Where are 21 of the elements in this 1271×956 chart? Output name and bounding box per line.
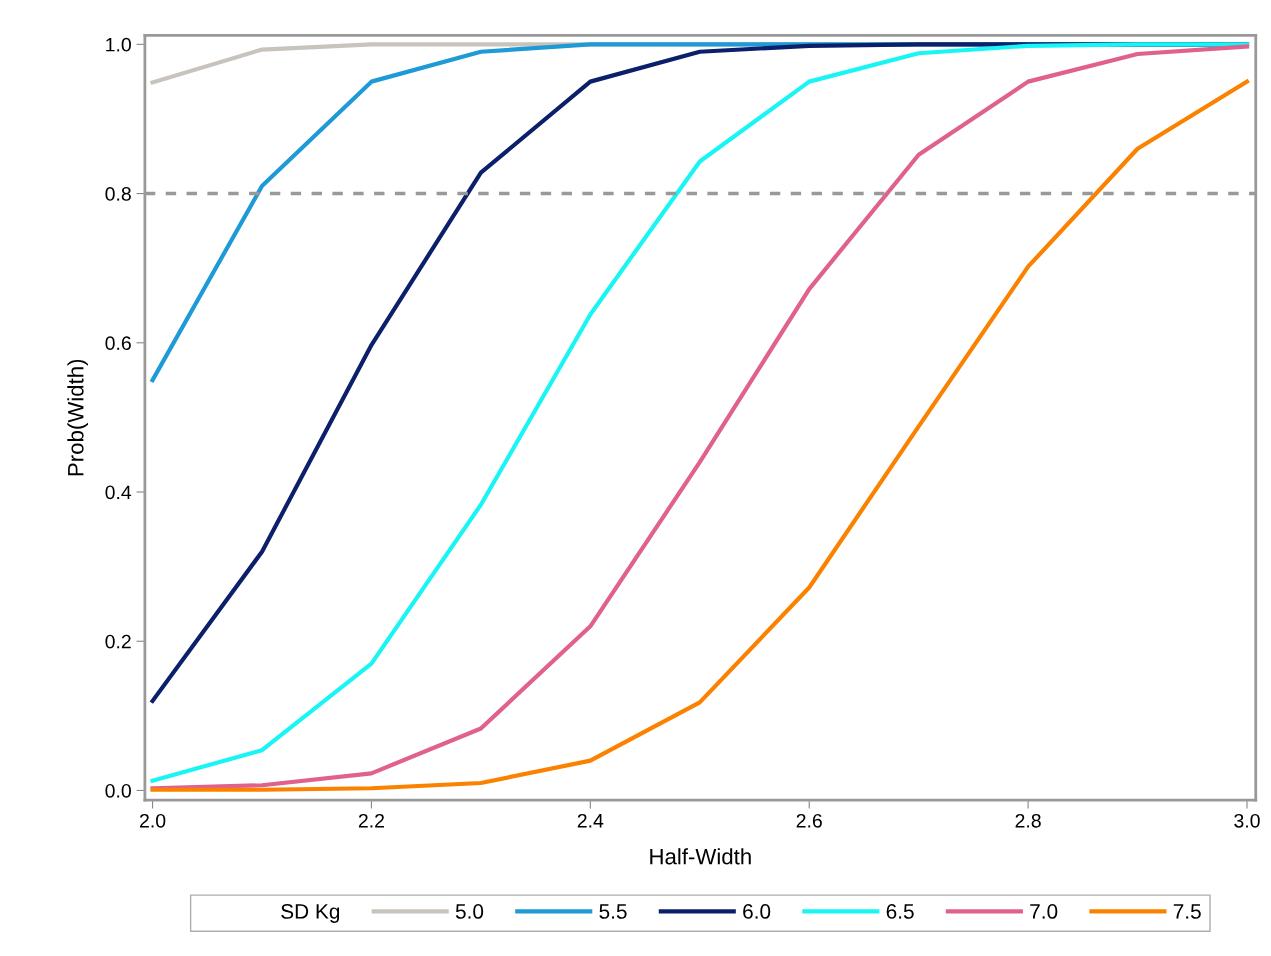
legend-label: 6.5 <box>886 904 914 919</box>
legend-label: 7.0 <box>1030 904 1058 919</box>
y-tick-label: 0.8 <box>105 187 131 201</box>
legend-label: 6.0 <box>743 904 771 919</box>
x-tick-label: 2.8 <box>1015 813 1041 828</box>
y-tick-label: 0.6 <box>105 336 131 351</box>
y-tick-label: 0.0 <box>105 783 131 798</box>
legend-title: SD Kg <box>281 904 340 923</box>
y-tick-label: 1.0 <box>106 37 131 52</box>
x-tick-label: 3.0 <box>1234 813 1260 828</box>
x-tick-label: 2.0 <box>140 813 166 828</box>
y-tick-label: 0.4 <box>105 485 132 500</box>
y-axis-title: Prob(Width) <box>67 359 88 476</box>
x-axis-title: Half-Width <box>650 848 751 865</box>
x-tick-label: 2.6 <box>796 813 822 828</box>
y-tick-label: 0.2 <box>105 634 131 649</box>
legend-label: 5.0 <box>455 904 484 919</box>
legend-label: 7.5 <box>1173 904 1201 919</box>
x-tick-label: 2.4 <box>577 813 604 828</box>
x-tick-label: 2.2 <box>358 813 384 828</box>
legend-label: 5.5 <box>599 904 627 919</box>
